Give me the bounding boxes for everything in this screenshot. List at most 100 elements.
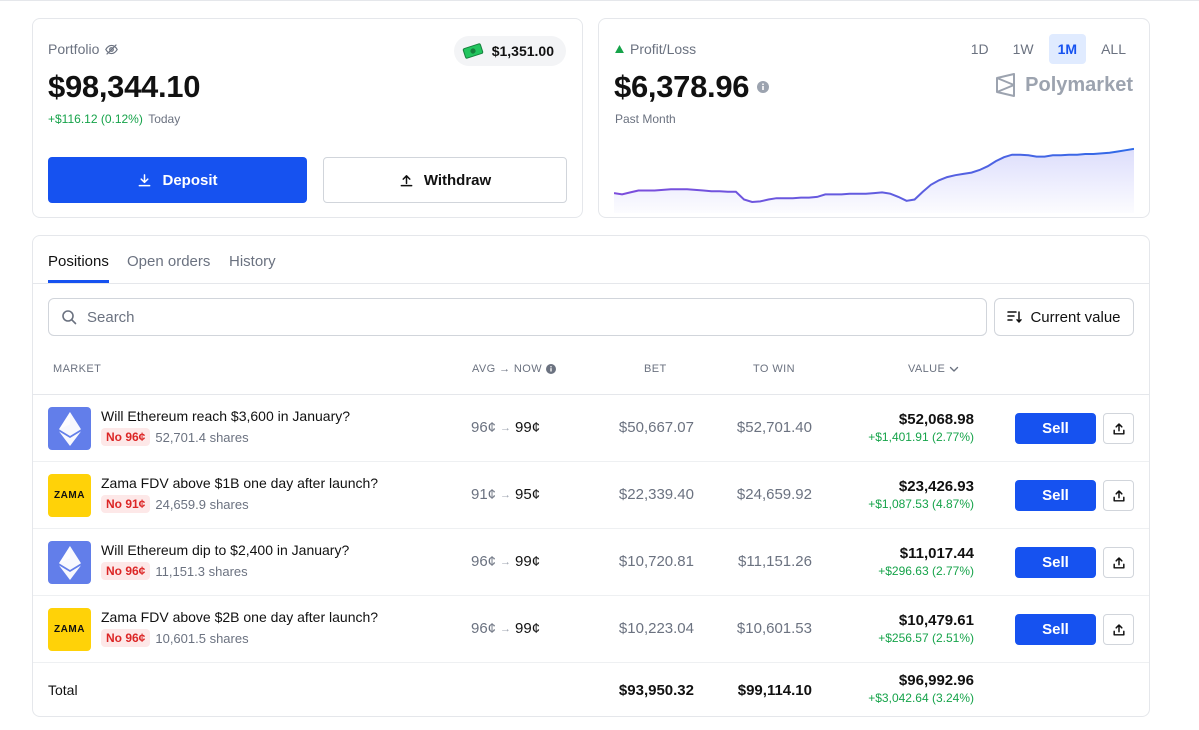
sort-icon	[1007, 310, 1023, 324]
position-value: $11,017.44	[899, 545, 974, 562]
avg-price: 96¢	[471, 620, 497, 637]
header-divider	[33, 394, 1149, 395]
shares-count: 11,151.3 shares	[155, 563, 248, 579]
upload-icon	[399, 173, 414, 188]
polymarket-brand: Polymarket	[995, 73, 1133, 97]
arrow-right-icon: →	[500, 622, 512, 635]
market-meta: No 96¢ 11,151.3 shares	[101, 562, 248, 580]
sell-button[interactable]: Sell	[1015, 614, 1096, 645]
deposit-label: Deposit	[162, 171, 218, 189]
range-all[interactable]: ALL	[1101, 41, 1126, 57]
zama-logo: ZAMA	[48, 474, 91, 517]
time-range-selector: 1D 1W 1M ALL	[962, 34, 1135, 64]
pnl-value: $6,378.96	[614, 69, 750, 104]
polymarket-logo-icon	[995, 73, 1017, 97]
col-header-value[interactable]: VALUE	[908, 363, 959, 375]
cash-balance-pill[interactable]: $1,351.00	[453, 36, 566, 66]
arrow-right-icon: →	[500, 555, 512, 568]
sell-button[interactable]: Sell	[1015, 413, 1096, 444]
range-1d[interactable]: 1D	[970, 41, 989, 57]
position-change: +$1,401.91 (2.77%)	[868, 430, 974, 444]
arrow-right-icon: →	[500, 488, 512, 501]
cash-icon	[462, 43, 484, 59]
table-row[interactable]: Will Ethereum dip to $2,400 in January? N…	[33, 529, 1149, 596]
to-win-cell: $11,151.26	[738, 553, 812, 570]
value-cell: $10,479.61 +$256.57 (2.51%)	[823, 612, 974, 645]
total-change: +$3,042.64 (3.24%)	[868, 691, 974, 705]
to-win-cell: $52,701.40	[736, 419, 812, 436]
bet-cell: $10,720.81	[618, 553, 694, 570]
info-icon[interactable]	[546, 364, 557, 374]
active-tab-indicator	[48, 280, 109, 283]
share-button[interactable]	[1103, 614, 1134, 645]
position-value: $52,068.98	[898, 411, 974, 428]
now-price: 99¢	[515, 553, 541, 570]
portfolio-change-row: +$116.12 (0.12%) Today	[48, 112, 180, 126]
table-row[interactable]: ZAMA Zama FDV above $2B one day after lau…	[33, 596, 1149, 663]
market-title[interactable]: Zama FDV above $1B one day after launch?	[101, 475, 379, 491]
now-price: 99¢	[515, 419, 541, 436]
share-button[interactable]	[1103, 480, 1134, 511]
search-input[interactable]	[87, 308, 947, 326]
outcome-badge: No 91¢	[101, 495, 151, 513]
portfolio-change-period: Today	[148, 112, 181, 126]
share-button[interactable]	[1103, 547, 1134, 578]
ethereum-icon	[48, 541, 91, 584]
shares-count: 24,659.9 shares	[155, 496, 249, 512]
sell-button[interactable]: Sell	[1015, 480, 1096, 511]
arrow-right-icon: →	[500, 421, 512, 434]
share-button[interactable]	[1103, 413, 1134, 444]
outcome-badge: No 96¢	[101, 629, 151, 647]
deposit-button[interactable]: Deposit	[48, 157, 307, 203]
market-title[interactable]: Will Ethereum dip to $2,400 in January?	[101, 542, 350, 558]
table-row[interactable]: Will Ethereum reach $3,600 in January? No…	[33, 395, 1149, 462]
range-1m[interactable]: 1M	[1048, 34, 1087, 64]
pnl-label-row: Profit/Loss	[615, 41, 696, 57]
market-title[interactable]: Zama FDV above $2B one day after launch?	[101, 609, 379, 625]
total-bet: $93,950.32	[618, 682, 694, 699]
profit-loss-card: Profit/Loss $6,378.96 Past Month 1D 1W 1M A…	[598, 18, 1150, 218]
tab-open-orders[interactable]: Open orders	[127, 253, 211, 270]
withdraw-button[interactable]: Withdraw	[323, 157, 567, 203]
sparkline-area	[614, 148, 1134, 213]
sort-button[interactable]: Current value	[994, 298, 1134, 336]
to-win-cell: $10,601.53	[736, 620, 812, 637]
pnl-label: Profit/Loss	[630, 41, 697, 57]
shares-count: 10,601.5 shares	[155, 630, 249, 646]
position-change: +$296.63 (2.77%)	[878, 564, 974, 578]
avg-now-cell: 96¢ → 99¢	[471, 620, 540, 637]
sell-button[interactable]: Sell	[1015, 547, 1096, 578]
sort-label: Current value	[1030, 308, 1121, 326]
total-label: Total	[48, 682, 78, 698]
avg-price: 96¢	[471, 419, 497, 436]
info-icon[interactable]	[757, 81, 770, 93]
position-value: $23,426.93	[898, 478, 974, 495]
value-cell: $52,068.98 +$1,401.91 (2.77%)	[823, 411, 974, 444]
total-value: $96,992.96	[898, 672, 974, 689]
avg-price: 96¢	[471, 553, 497, 570]
value-cell: $11,017.44 +$296.63 (2.77%)	[823, 545, 974, 578]
to-win-cell: $24,659.92	[736, 486, 812, 503]
now-price: 99¢	[515, 620, 541, 637]
avg-now-cell: 96¢ → 99¢	[471, 419, 540, 436]
top-divider	[0, 0, 1199, 1]
bet-cell: $10,223.04	[618, 620, 694, 637]
polymarket-brand-name: Polymarket	[1025, 73, 1133, 96]
range-1w[interactable]: 1W	[1012, 41, 1034, 57]
table-row[interactable]: ZAMA Zama FDV above $1B one day after lau…	[33, 462, 1149, 529]
pnl-period-label: Past Month	[615, 112, 676, 126]
avg-now-cell: 91¢ → 95¢	[471, 486, 540, 503]
market-meta: No 91¢ 24,659.9 shares	[101, 495, 249, 513]
tab-positions[interactable]: Positions	[48, 253, 109, 270]
positions-card: Positions Open orders History Current va…	[32, 235, 1150, 717]
tab-history[interactable]: History	[229, 253, 276, 270]
market-title[interactable]: Will Ethereum reach $3,600 in January?	[101, 408, 351, 424]
eye-off-icon[interactable]	[105, 43, 119, 56]
pnl-sparkline	[614, 147, 1134, 213]
col-header-bet-label: BET	[644, 363, 667, 375]
total-row: Total $93,950.32 $99,114.10 $96,992.96 +…	[33, 664, 1149, 716]
col-header-bet: BET	[644, 363, 667, 375]
total-value-cell: $96,992.96 +$3,042.64 (3.24%)	[823, 672, 974, 705]
bet-cell: $22,339.40	[618, 486, 694, 503]
pnl-value-row: $6,378.96	[614, 69, 770, 105]
